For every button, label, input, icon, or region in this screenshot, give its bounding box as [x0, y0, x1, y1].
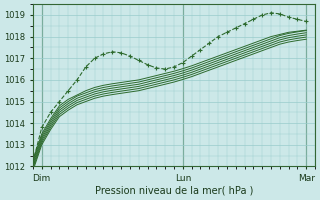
X-axis label: Pression niveau de la mer( hPa ): Pression niveau de la mer( hPa ): [95, 186, 253, 196]
